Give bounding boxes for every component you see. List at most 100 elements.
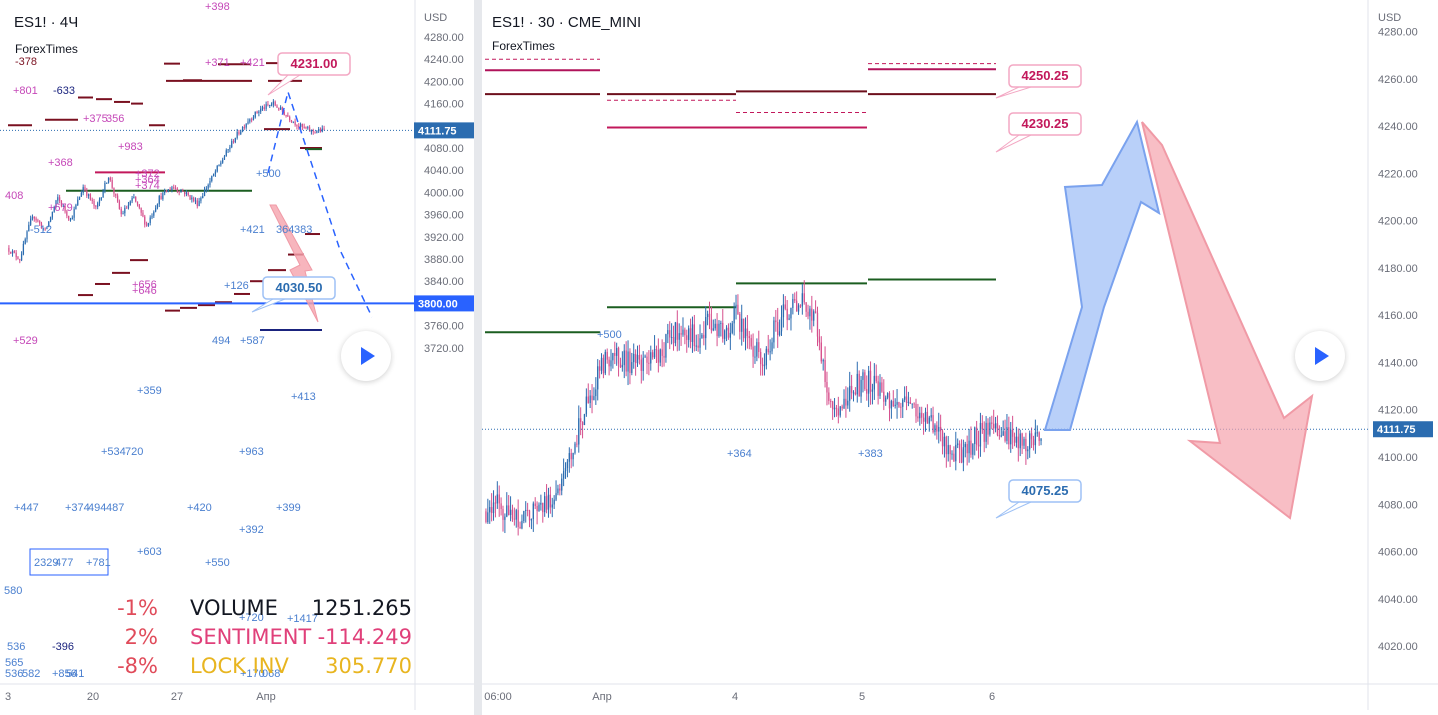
left-candle-body (185, 192, 188, 195)
left-candle-body (82, 187, 84, 193)
right-red-arrow (1141, 121, 1314, 520)
right-y-tick: 4280.00 (1378, 27, 1418, 39)
right-candle-body (680, 333, 682, 335)
left-candle-body (191, 197, 193, 200)
right-candle-body (657, 350, 660, 363)
right-candle-body (943, 436, 946, 447)
right-replay-button[interactable] (1295, 331, 1345, 381)
left-replay-button[interactable] (341, 331, 391, 381)
right-candle-body (576, 443, 578, 445)
right-candle-body (769, 351, 771, 353)
right-candle-body (845, 398, 847, 406)
right-candle-body (902, 399, 904, 407)
right-candle-body (667, 330, 669, 335)
right-candle-body (727, 327, 730, 338)
left-candle-body (28, 224, 30, 232)
left-marker-label: +656 (132, 279, 157, 291)
left-candle-body (207, 184, 209, 189)
right-callout-a-tail (995, 86, 1032, 99)
right-candle-body (831, 401, 834, 410)
left-candle-body (267, 104, 269, 106)
left-marker-label: 356 (106, 113, 124, 125)
right-candle-body (996, 423, 999, 436)
left-candle-body (254, 111, 256, 118)
left-candle-body (115, 193, 117, 196)
left-chart-svg[interactable]: USD4280.004240.004200.004160.004120.0040… (0, 0, 474, 710)
right-candle-body (924, 411, 927, 422)
right-candle-body (633, 353, 635, 363)
right-candle-body (634, 353, 637, 364)
left-marker-label: +398 (205, 1, 230, 13)
right-candle-body (975, 427, 978, 445)
right-candle-body (642, 357, 644, 371)
right-candle-body (949, 445, 951, 455)
right-candle-body (792, 299, 794, 308)
left-marker-label: +374 (65, 502, 90, 514)
left-candle-body (263, 107, 265, 109)
right-candle-body (824, 360, 826, 383)
right-candle-body (816, 312, 819, 337)
left-candle-body (84, 187, 86, 191)
left-candle-body (106, 182, 108, 184)
right-candle-body (1006, 427, 1008, 441)
left-candle-body (305, 126, 307, 129)
right-candle-body (525, 509, 527, 511)
right-candle-body (759, 351, 762, 365)
left-chart-panel[interactable]: USD4280.004240.004200.004160.004120.0040… (0, 0, 474, 710)
right-candle-body (794, 299, 796, 301)
left-candle-body (116, 195, 119, 202)
right-candle-body (746, 328, 749, 337)
right-candle-body (886, 393, 889, 398)
left-candle-body (274, 101, 276, 106)
right-y-tick: 4160.00 (1378, 310, 1418, 322)
right-candle-body (856, 373, 858, 395)
left-candle-body (24, 239, 26, 244)
right-candle-body (934, 425, 936, 433)
left-candle-body (22, 243, 25, 255)
left-marker-label: 582 (22, 668, 40, 680)
right-candle-body (506, 505, 508, 517)
left-marker-label: -633 (53, 85, 75, 97)
right-candle-body (545, 496, 548, 510)
left-candle-body (189, 195, 191, 200)
left-candle-body (283, 111, 285, 116)
right-candle-body (547, 494, 550, 510)
right-candle-body (591, 395, 593, 401)
left-marker-label: +126 (224, 280, 249, 292)
left-candle-body (98, 199, 101, 204)
left-candle-body (120, 208, 122, 215)
left-candle-body (285, 115, 287, 117)
panel-separator[interactable] (474, 0, 482, 715)
right-chart-panel[interactable]: USD 4280.00 4260.00 4240.00 4220.00 4200.00 41… (482, 0, 1438, 710)
right-candle-body (661, 349, 663, 356)
right-candle-body (568, 453, 570, 462)
right-candle-body (826, 382, 828, 393)
left-x-tick: Апр (256, 691, 275, 703)
right-candle-body (885, 397, 887, 402)
left-candle-body (236, 131, 238, 139)
left-candle-body (164, 190, 166, 194)
right-candle-body (814, 311, 817, 313)
right-candle-body (926, 411, 929, 424)
left-red-arrow (269, 204, 319, 323)
left-marker-label: 068 (262, 668, 280, 680)
play-icon (1315, 347, 1329, 365)
stats-row: -8% LOCK INV 305.770 (100, 654, 412, 683)
right-candle-body (570, 453, 572, 460)
right-candle-body (761, 364, 764, 366)
right-candle-body (833, 407, 836, 410)
left-candle-body (57, 197, 59, 201)
right-candle-body (708, 313, 711, 320)
right-candle-body (1019, 433, 1021, 449)
right-candle-body (559, 488, 561, 491)
left-candle-body (97, 203, 99, 207)
right-candle-body (1000, 435, 1002, 437)
right-candle-body (504, 516, 506, 520)
right-candle-body (494, 502, 497, 504)
left-candle-body (247, 121, 249, 124)
left-candle-body (80, 192, 82, 197)
right-candle-body (968, 440, 970, 454)
left-candle-body (174, 187, 177, 189)
right-candle-body (597, 366, 599, 390)
right-chart-svg[interactable]: USD 4280.00 4260.00 4240.00 4220.00 4200.00 41… (482, 0, 1438, 710)
